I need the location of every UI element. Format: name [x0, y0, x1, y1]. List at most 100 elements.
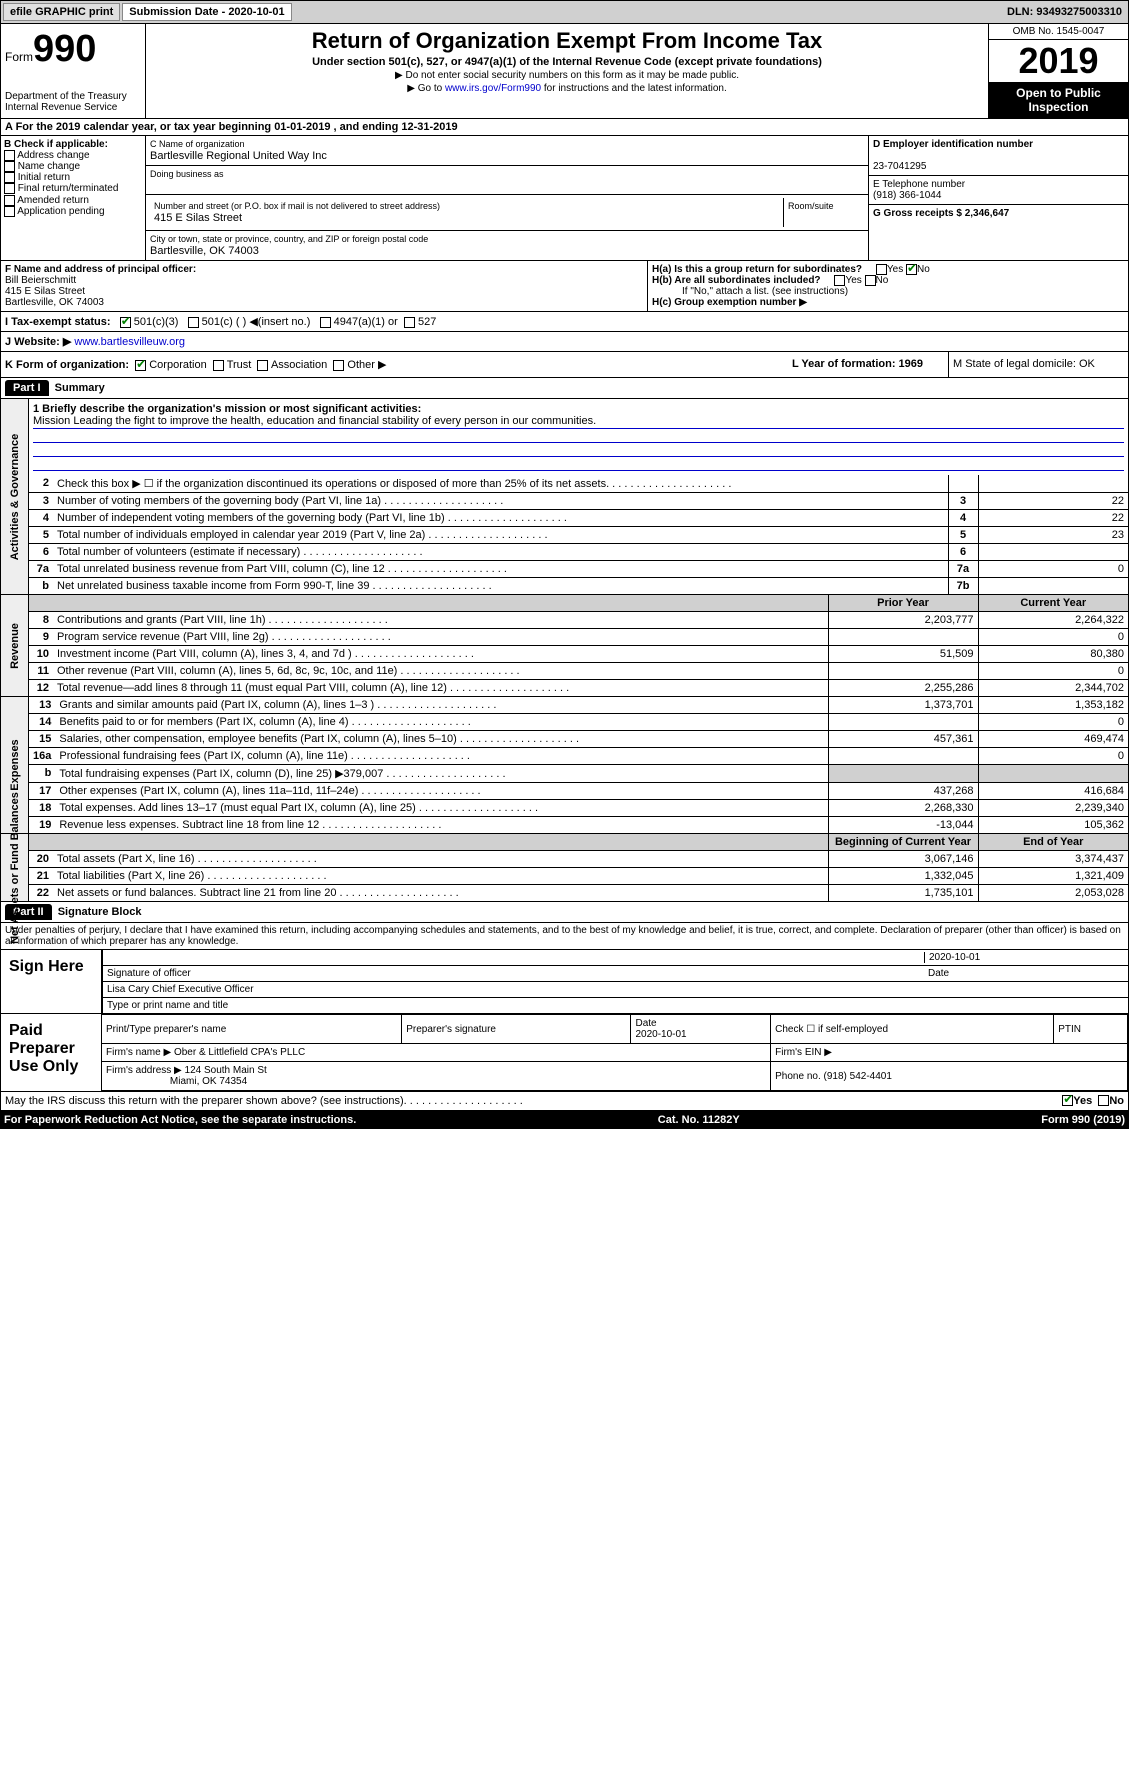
efile-button[interactable]: efile GRAPHIC print	[3, 3, 120, 21]
prior-year-val: -13,044	[828, 817, 978, 834]
org-name: Bartlesville Regional United Way Inc	[150, 150, 327, 162]
line-text: Total expenses. Add lines 13–17 (must eq…	[55, 800, 828, 817]
application-pending-checkbox[interactable]	[4, 206, 15, 217]
prior-year-val: 2,268,330	[828, 800, 978, 817]
state-domicile: M State of legal domicile: OK	[948, 352, 1128, 377]
current-year-val: 2,264,322	[978, 612, 1128, 629]
current-year-val	[978, 765, 1128, 783]
line-val: 22	[978, 493, 1128, 510]
501c3-checkbox[interactable]	[120, 317, 131, 328]
line-num: b	[29, 765, 55, 783]
line-num: 3	[29, 493, 53, 510]
other-checkbox[interactable]	[333, 360, 344, 371]
527-checkbox[interactable]	[404, 317, 415, 328]
line-num: 10	[29, 646, 53, 663]
line-text: Investment income (Part VIII, column (A)…	[53, 646, 828, 663]
501c-checkbox[interactable]	[188, 317, 199, 328]
line-text: Total fundraising expenses (Part IX, col…	[55, 765, 828, 783]
city-state-zip: Bartlesville, OK 74003	[150, 245, 259, 257]
mission-text: Mission Leading the fight to improve the…	[33, 415, 1124, 429]
header-block: B Check if applicable: Address change Na…	[0, 136, 1129, 261]
ptin-hdr: PTIN	[1054, 1015, 1128, 1044]
line-ref: 4	[948, 510, 978, 527]
omb-number: OMB No. 1545-0047	[989, 24, 1128, 40]
address-change-checkbox[interactable]	[4, 150, 15, 161]
address-label: Number and street (or P.O. box if mail i…	[154, 201, 440, 211]
line-text: Total revenue—add lines 8 through 11 (mu…	[53, 680, 828, 697]
ssn-note: ▶ Do not enter social security numbers o…	[150, 70, 984, 81]
officer-addr1: 415 E Silas Street	[5, 286, 85, 297]
line-num: 21	[29, 868, 53, 885]
line-num: 12	[29, 680, 53, 697]
page-footer: For Paperwork Reduction Act Notice, see …	[0, 1111, 1129, 1129]
firm-address2: Miami, OK 74354	[170, 1076, 247, 1087]
current-year-val: 0	[978, 748, 1128, 765]
4947-checkbox[interactable]	[320, 317, 331, 328]
preparer-date: 2020-10-01	[635, 1029, 686, 1040]
preparer-name-hdr: Print/Type preparer's name	[102, 1015, 402, 1044]
irs-link[interactable]: www.irs.gov/Form990	[445, 83, 541, 94]
activities-governance-block: Activities & Governance 1 Briefly descri…	[0, 399, 1129, 595]
corp-checkbox[interactable]	[135, 360, 146, 371]
line-val	[978, 544, 1128, 561]
website-link[interactable]: www.bartlesvilleuw.org	[74, 336, 185, 348]
line-num: 18	[29, 800, 55, 817]
line-text: Total liabilities (Part X, line 26)	[53, 868, 828, 885]
form-label: Form	[5, 50, 33, 64]
gross-receipts: G Gross receipts $ 2,346,647	[873, 208, 1009, 219]
current-year-val: 105,362	[978, 817, 1128, 834]
row-f-officer: F Name and address of principal officer:…	[0, 261, 1129, 312]
current-year-val: 80,380	[978, 646, 1128, 663]
prior-year-val: 1,373,701	[828, 697, 978, 714]
line-ref: 7b	[948, 578, 978, 595]
line-text: Program service revenue (Part VIII, line…	[53, 629, 828, 646]
line-num: 13	[29, 697, 55, 714]
date-label: Date	[924, 968, 1124, 979]
line-text: Number of independent voting members of …	[53, 510, 948, 527]
ha-yes-checkbox[interactable]	[876, 264, 887, 275]
discuss-no-checkbox[interactable]	[1098, 1095, 1109, 1106]
line-text: Salaries, other compensation, employee b…	[55, 731, 828, 748]
current-year-val: 0	[978, 629, 1128, 646]
hb-no-checkbox[interactable]	[865, 275, 876, 286]
prior-year-val: 51,509	[828, 646, 978, 663]
row-k-org-form: K Form of organization: Corporation Trus…	[0, 352, 1129, 378]
line-num: 15	[29, 731, 55, 748]
form-header: Form990 Department of the Treasury Inter…	[0, 24, 1129, 119]
ha-no-checkbox[interactable]	[906, 264, 917, 275]
line-num: 5	[29, 527, 53, 544]
line-text: Contributions and grants (Part VIII, lin…	[53, 612, 828, 629]
trust-checkbox[interactable]	[213, 360, 224, 371]
line-text: Number of voting members of the governin…	[53, 493, 948, 510]
prior-year-val	[828, 748, 978, 765]
open-inspection: Open to Public Inspection	[989, 82, 1128, 118]
line-text: Net unrelated business taxable income fr…	[53, 578, 948, 595]
goto-note: ▶ Go to www.irs.gov/Form990 for instruct…	[150, 83, 984, 94]
name-change-checkbox[interactable]	[4, 161, 15, 172]
initial-return-checkbox[interactable]	[4, 172, 15, 183]
expenses-block: Expenses 13Grants and similar amounts pa…	[0, 697, 1129, 834]
line-text: Other expenses (Part IX, column (A), lin…	[55, 783, 828, 800]
org-name-label: C Name of organization	[150, 139, 245, 149]
phone-label: E Telephone number	[873, 179, 965, 190]
assoc-checkbox[interactable]	[257, 360, 268, 371]
discuss-row: May the IRS discuss this return with the…	[0, 1092, 1129, 1111]
part1-header: Part I Summary	[0, 378, 1129, 399]
hb-yes-checkbox[interactable]	[834, 275, 845, 286]
amended-return-checkbox[interactable]	[4, 195, 15, 206]
topbar: efile GRAPHIC print Submission Date - 20…	[0, 0, 1129, 24]
current-year-val: 3,374,437	[978, 851, 1128, 868]
final-return-checkbox[interactable]	[4, 183, 15, 194]
line-ref: 6	[948, 544, 978, 561]
prior-year-val	[828, 714, 978, 731]
prior-year-val: 3,067,146	[828, 851, 978, 868]
sign-date: 2020-10-01	[924, 952, 1124, 963]
department: Department of the Treasury Internal Reve…	[5, 91, 141, 113]
sig-officer-label: Signature of officer	[107, 968, 924, 979]
perjury-statement: Under penalties of perjury, I declare th…	[0, 923, 1129, 950]
line-ref: 3	[948, 493, 978, 510]
line-num: 17	[29, 783, 55, 800]
line-num: 20	[29, 851, 53, 868]
discuss-yes-checkbox[interactable]	[1062, 1095, 1073, 1106]
self-employed-check: Check ☐ if self-employed	[771, 1015, 1054, 1044]
